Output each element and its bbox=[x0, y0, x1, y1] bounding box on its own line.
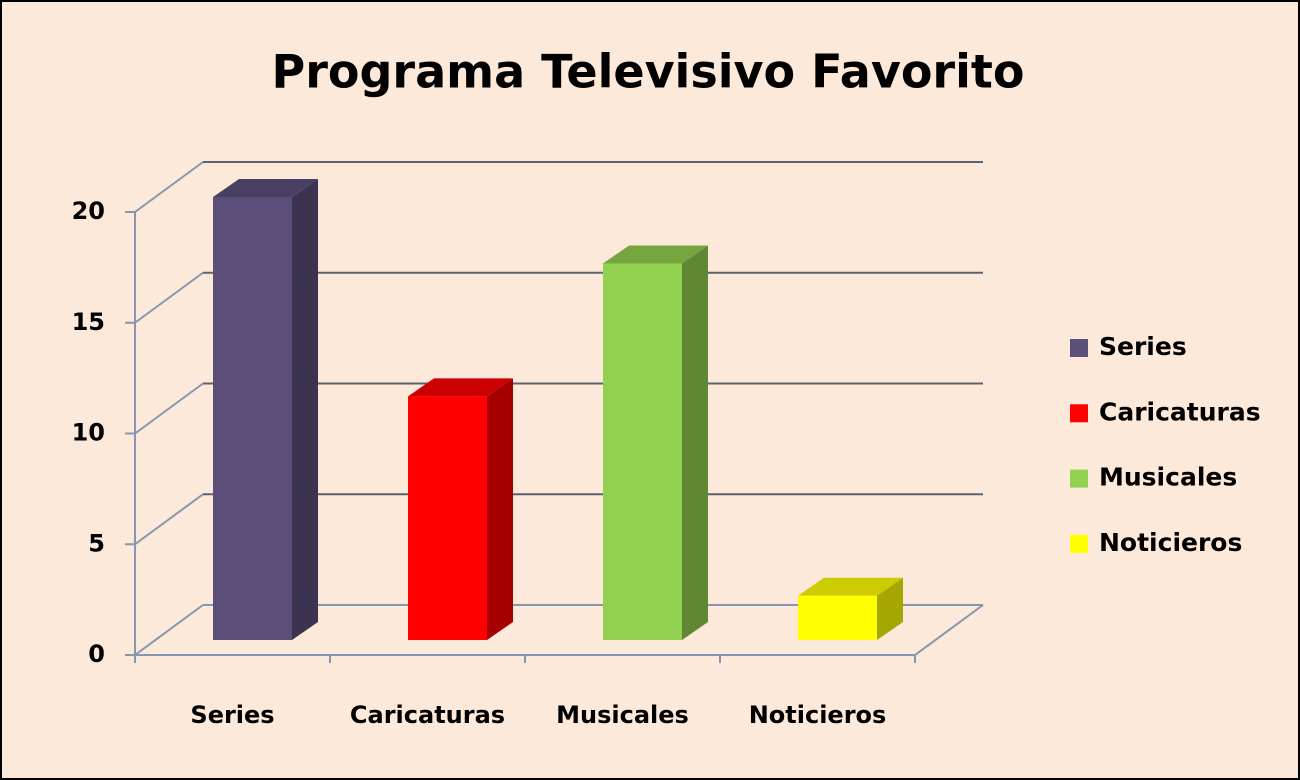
bar-side bbox=[682, 245, 708, 640]
bar-side bbox=[877, 577, 903, 640]
legend-label: Caricaturas bbox=[1099, 397, 1261, 426]
legend-swatch bbox=[1070, 469, 1088, 488]
bar-side bbox=[487, 378, 513, 640]
grid-line bbox=[134, 493, 204, 546]
x-tick-label: Caricaturas bbox=[350, 701, 505, 729]
y-tick-label: 15 bbox=[72, 308, 105, 336]
y-tick-label: 5 bbox=[88, 529, 105, 557]
grid-line bbox=[134, 604, 204, 656]
grid-line bbox=[134, 382, 204, 435]
legend-swatch bbox=[1070, 404, 1088, 423]
y-tick-label: 10 bbox=[72, 419, 105, 447]
x-tick-label: Noticieros bbox=[749, 701, 887, 729]
grid-line bbox=[134, 161, 204, 213]
legend-label: Musicales bbox=[1099, 463, 1237, 492]
legend-label: Noticieros bbox=[1099, 528, 1242, 557]
x-tick-label: Musicales bbox=[556, 701, 689, 729]
legend-label: Series bbox=[1099, 332, 1187, 361]
bar-top bbox=[408, 378, 513, 397]
bar bbox=[408, 396, 487, 640]
y-tick-label: 0 bbox=[88, 640, 105, 668]
bar-top bbox=[798, 577, 903, 596]
bar-side bbox=[292, 179, 318, 640]
legend-swatch bbox=[1070, 339, 1088, 357]
bar bbox=[603, 263, 682, 640]
y-tick-label: 20 bbox=[72, 197, 105, 225]
x-tick-label: Series bbox=[190, 701, 274, 729]
bar-top bbox=[603, 245, 708, 264]
bar bbox=[798, 595, 877, 640]
legend-swatch bbox=[1070, 534, 1088, 553]
chart-title: Programa Televisivo Favorito bbox=[272, 45, 1025, 99]
grid-line bbox=[134, 271, 204, 324]
bar-top bbox=[213, 179, 318, 197]
bar bbox=[213, 197, 292, 640]
